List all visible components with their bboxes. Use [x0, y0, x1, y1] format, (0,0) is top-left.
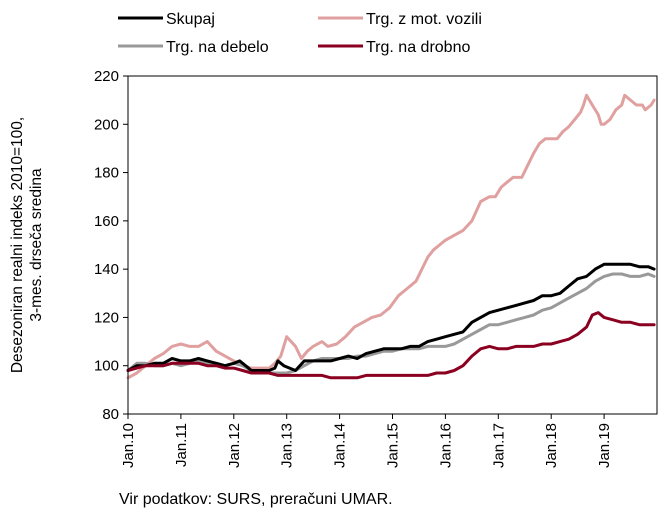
x-tick-label: Jan.13 — [279, 423, 296, 468]
x-tick-label: Jan.19 — [596, 423, 613, 468]
y-tick-label: 100 — [94, 358, 119, 375]
y-tick-label: 220 — [94, 68, 119, 85]
y-axis-title: Desezoniran realni indeks 2010=100, 3-mes… — [9, 117, 45, 373]
x-tick-label: Jan.12 — [226, 423, 243, 468]
y-tick-label: 140 — [94, 261, 119, 278]
x-tick-label: Jan.16 — [437, 423, 454, 468]
y-axis-title-line: Desezoniran realni indeks 2010=100, — [9, 117, 26, 373]
series-line-skupaj — [126, 262, 656, 372]
y-axis-ticks: 80 100 120 140 160 180 200 220 — [94, 68, 128, 423]
legend-label: Trg. z mot. vozili — [366, 11, 482, 28]
series-line-trg-na-drobno — [126, 311, 656, 380]
x-tick-label: Jan.15 — [385, 423, 402, 468]
y-tick-label: 200 — [94, 116, 119, 133]
x-tick-label: Jan.18 — [543, 423, 560, 468]
y-tick-label: 120 — [94, 309, 119, 326]
legend-label: Trg. na debelo — [166, 39, 269, 56]
x-tick-label: Jan.14 — [332, 423, 349, 468]
series-line-trg-na-debelo — [126, 272, 656, 375]
y-axis-title-line: 3-mes. drseča sredina — [28, 168, 45, 322]
x-tick-label: Jan.17 — [490, 423, 507, 468]
x-tick-label: Jan.10 — [120, 423, 137, 468]
y-tick-label: 80 — [102, 406, 119, 423]
series-layer — [126, 93, 656, 380]
y-tick-label: 160 — [94, 213, 119, 230]
plot-frame — [127, 75, 658, 415]
x-tick-label: Jan.11 — [173, 423, 190, 467]
y-tick-label: 180 — [94, 165, 119, 182]
source-note: Vir podatkov: SURS, preračuni UMAR. — [119, 491, 393, 508]
legend-label: Skupaj — [166, 11, 215, 28]
legend: Skupaj Trg. z mot. vozili Trg. na debelo Tr… — [118, 11, 482, 56]
x-axis-ticks: Jan.10 Jan.11 Jan.12 Jan.13 Jan.14 Jan.15 Jan.… — [120, 414, 613, 468]
legend-label: Trg. na drobno — [366, 39, 470, 56]
